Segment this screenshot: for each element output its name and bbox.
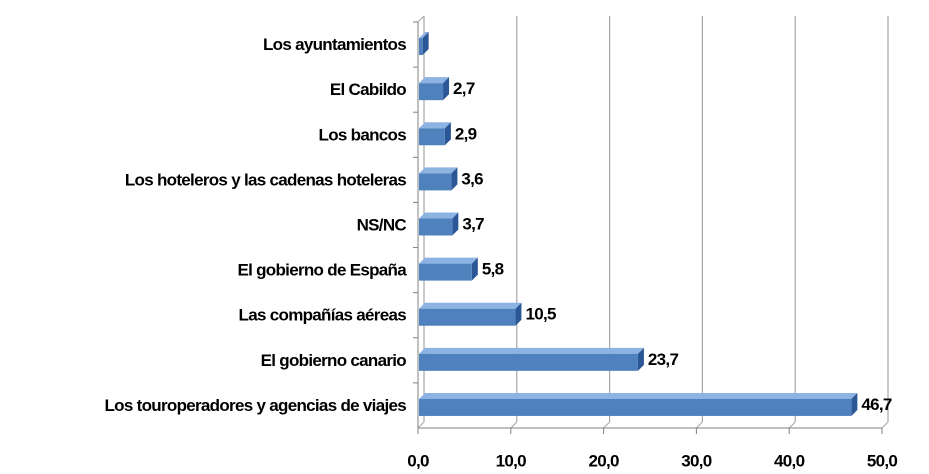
bar-side [515, 302, 522, 326]
y-tick-label: Los hoteleros y las cadenas hoteleras [125, 170, 406, 189]
y-tick-label: Las compañías aéreas [239, 306, 407, 325]
floor-line [603, 421, 610, 429]
y-tick-label: Los touroperadores y agencias de viajes [105, 396, 407, 415]
value-label: 10,5 [525, 305, 556, 324]
bar-top [419, 347, 644, 354]
bar-side [452, 212, 459, 236]
x-tick-label: 50,0 [867, 451, 898, 470]
bar-top [419, 392, 858, 399]
bar-side [851, 392, 858, 416]
value-label: 46,7 [861, 395, 892, 414]
value-label: 3,7 [462, 214, 484, 233]
bar-side [422, 32, 429, 56]
bar [419, 263, 472, 281]
bar [419, 83, 444, 101]
bar [419, 218, 453, 236]
bar-top [419, 77, 450, 84]
y-tick-label: El gobierno de España [237, 261, 407, 280]
x-tick-label: 30,0 [681, 451, 712, 470]
y-tick-label: NS/NC [357, 215, 407, 234]
bar-side [443, 77, 450, 101]
floor-line [417, 421, 425, 429]
x-tick-label: 40,0 [774, 451, 805, 470]
bar [419, 308, 516, 326]
value-label: 23,7 [648, 350, 679, 369]
y-tick-label: El Cabildo [330, 80, 406, 99]
axis-line [417, 15, 425, 23]
y-tick-label: El gobierno canario [261, 351, 407, 370]
value-label: 5,8 [482, 260, 504, 279]
bar-top [419, 122, 451, 129]
bar [419, 353, 638, 371]
bar-side [451, 167, 458, 191]
y-tick-label: Los bancos [319, 125, 407, 144]
floor-line [510, 421, 518, 429]
bar [419, 398, 852, 416]
bar [419, 38, 423, 56]
value-label: 2,7 [453, 79, 475, 98]
bar [419, 173, 452, 191]
bar-top [419, 167, 458, 174]
floor-line [696, 421, 703, 429]
value-label: 3,6 [461, 169, 483, 188]
x-tick-label: 20,0 [588, 451, 619, 470]
bar-side [471, 257, 478, 281]
bar-top [419, 212, 459, 219]
floor-line [788, 421, 796, 429]
value-label: 2,9 [455, 124, 477, 143]
bar-top [419, 257, 478, 264]
bar-top [419, 302, 522, 309]
bar-side [637, 347, 644, 371]
y-tick-label: Los ayuntamientos [263, 35, 406, 54]
x-tick-label: 10,0 [496, 451, 527, 470]
bar-top [419, 32, 429, 39]
floor-line [881, 421, 889, 429]
x-tick-label: 0,0 [407, 451, 429, 470]
bar-side [444, 122, 451, 146]
bar [419, 128, 445, 146]
